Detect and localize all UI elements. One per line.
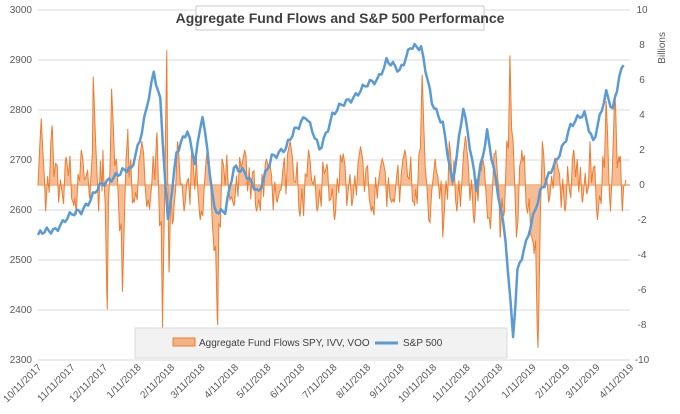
y-tick-left: 2700	[10, 155, 33, 166]
y-tick-right: -10	[635, 355, 650, 366]
chart-title: Aggregate Fund Flows and S&P 500 Perform…	[176, 10, 505, 26]
title-box: Aggregate Fund Flows and S&P 500 Perform…	[176, 5, 505, 31]
y-tick-right: 2	[639, 145, 645, 156]
legend-label-spx: S&P 500	[403, 338, 443, 349]
y-tick-right: -2	[638, 215, 647, 226]
y-tick-right: 0	[639, 180, 645, 191]
y-tick-right: 8	[639, 40, 645, 51]
y-tick-left: 2400	[10, 305, 33, 316]
x-axis-ticks: 10/11/201711/11/201712/11/20171/11/20182…	[1, 362, 636, 405]
legend: Aggregate Fund Flows SPY, IVV, VOO S&P 5…	[134, 327, 508, 359]
x-tick: 5/11/2018	[235, 362, 274, 401]
x-tick: 1/11/2018	[105, 362, 144, 401]
y-tick-right: 4	[639, 110, 645, 121]
x-tick: 7/11/2018	[301, 362, 340, 401]
y-tick-right: -8	[638, 320, 647, 331]
y-tick-left: 2600	[10, 205, 33, 216]
x-tick: 1/11/2019	[500, 362, 539, 401]
legend-label-flows: Aggregate Fund Flows SPY, IVV, VOO	[199, 338, 370, 349]
y-tick-left: 3000	[10, 5, 33, 16]
flow-line	[37, 50, 627, 348]
y-axis-right-label: Billions	[657, 32, 668, 64]
y-axis-right-ticks: 10 8 6 4 2 0 -2 -4 -6 -8 -10	[635, 5, 650, 366]
legend-swatch-flows	[172, 337, 196, 347]
y-tick-left: 2300	[10, 355, 33, 366]
x-tick: 8/11/2018	[334, 362, 373, 401]
y-tick-right: -6	[638, 285, 647, 296]
y-tick-left: 2900	[10, 55, 33, 66]
y-axis-left-ticks: 3000 2900 2800 2700 2600 2500 2400 2300	[10, 5, 33, 366]
x-tick: 4/11/2019	[597, 362, 636, 401]
y-tick-left: 2500	[10, 255, 33, 266]
y-tick-right: 10	[636, 5, 648, 16]
y-tick-right: -4	[638, 250, 647, 261]
y-tick-right: 6	[639, 75, 645, 86]
spx-line	[36, 42, 625, 339]
y-tick-left: 2800	[10, 105, 33, 116]
